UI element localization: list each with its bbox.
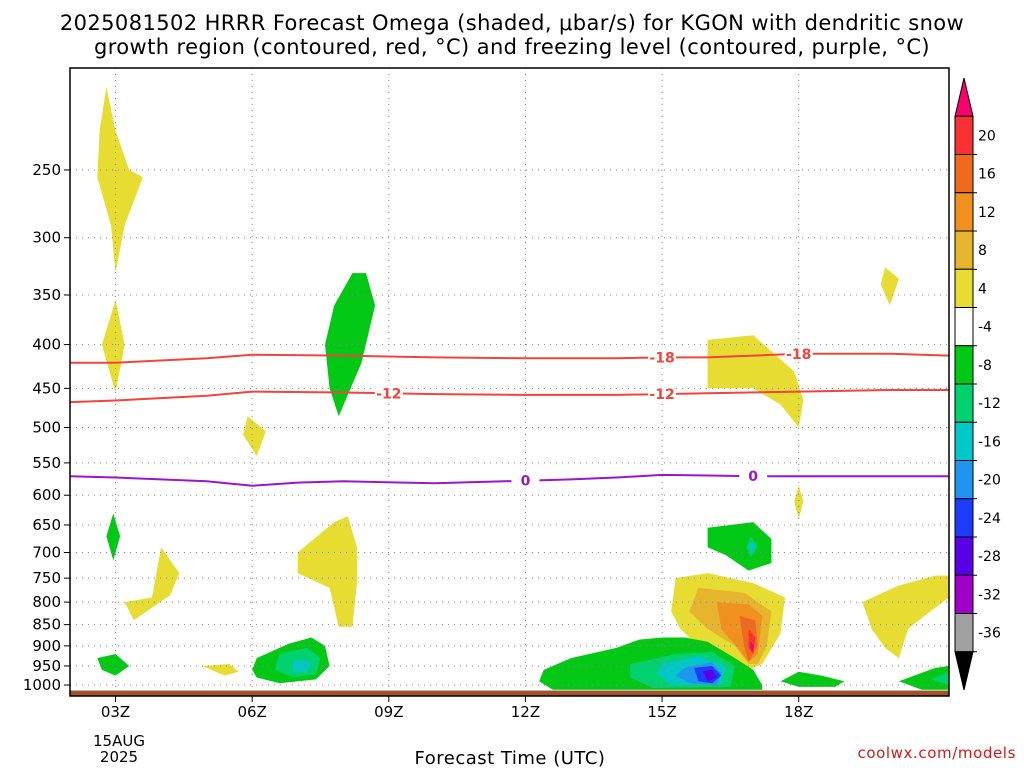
- x-tick-label-6: 06Z: [237, 703, 266, 721]
- x-axis-label: Forecast Time (UTC): [415, 748, 606, 768]
- colorbar-label-1: 16: [978, 167, 996, 183]
- colorbar-label-9: -20: [978, 473, 1001, 489]
- omega-region-21: [293, 660, 312, 672]
- colorbar-label-13: -36: [978, 626, 1001, 642]
- omega-region-7: [124, 547, 180, 621]
- contour-label-bg-1-1: [648, 386, 677, 403]
- y-tick-label-450: 450: [32, 379, 61, 397]
- colorbar-segment-13: [954, 574, 974, 614]
- omega-region-30: [703, 669, 717, 682]
- contour-label-1-1: -12: [649, 387, 674, 403]
- colorbar-label-2: 12: [978, 205, 996, 221]
- credit-text: coolwx.com/models: [858, 744, 1017, 762]
- date-label-year: 2025: [100, 748, 138, 766]
- contour-line-1: [69, 389, 949, 404]
- contour-label-2-1: 0: [748, 469, 758, 485]
- colorbar-segment-14: [954, 613, 974, 653]
- omega-region-15: [862, 575, 949, 659]
- contour-label-bg-0-0: [648, 349, 677, 366]
- colorbar-label-3: 8: [978, 243, 987, 259]
- omega-region-5: [794, 485, 804, 520]
- colorbar-segment-4: [954, 230, 974, 270]
- omega-region-8: [202, 664, 239, 676]
- colorbar-label-5: -4: [978, 320, 992, 336]
- colorbar-segment-3: [954, 192, 974, 232]
- omega-region-0: [97, 87, 143, 274]
- contour-label-bg-1-0: [374, 385, 403, 402]
- omega-region-6: [297, 516, 357, 627]
- colorbar-segment-2: [954, 154, 974, 194]
- omega-colorbar: 20 16 12 8 4 -4 -8 -12 -16 -20 -24 -28 -32 -36: [954, 77, 1001, 691]
- colorbar-segment-7: [954, 345, 974, 385]
- colorbar-label-6: -8: [978, 358, 992, 374]
- y-tick-label-950: 950: [32, 657, 61, 675]
- omega-region-22: [707, 522, 772, 571]
- y-tick-label-350: 350: [32, 286, 61, 304]
- x-tick-label-12: 12Z: [511, 703, 540, 721]
- colorbar-segment-15: [954, 651, 974, 691]
- colorbar-label-7: -12: [978, 396, 1001, 412]
- colorbar-segment-10: [954, 460, 974, 500]
- y-tick-label-700: 700: [32, 544, 61, 562]
- omega-region-17: [106, 513, 121, 561]
- omega-region-33: [930, 671, 949, 685]
- colorbar-segment-0: [954, 77, 974, 117]
- y-tick-label-300: 300: [32, 229, 61, 247]
- colorbar-segment-6: [954, 307, 974, 347]
- colorbar-segment-9: [954, 421, 974, 461]
- colorbar-segment-12: [954, 536, 974, 576]
- colorbar-label-11: -28: [978, 549, 1001, 565]
- contour-line-2: [69, 473, 949, 487]
- omega-region-24: [748, 541, 756, 553]
- y-tick-label-750: 750: [32, 569, 61, 587]
- omega-region-18: [97, 654, 130, 676]
- x-tick-label-15: 15Z: [647, 703, 676, 721]
- omega-region-14: [750, 641, 755, 652]
- plot-frame: [69, 67, 950, 697]
- y-tick-label-1000: 1000: [23, 676, 61, 694]
- omega-region-1: [101, 300, 125, 393]
- colorbar-label-10: -24: [978, 511, 1001, 527]
- colorbar-segment-11: [954, 498, 974, 538]
- y-tick-label-800: 800: [32, 593, 61, 611]
- x-tick-label-18: 18Z: [784, 703, 813, 721]
- x-tick-label-9: 09Z: [374, 703, 403, 721]
- contour-label-bg-0-1: [784, 345, 813, 362]
- omega-region-16: [325, 273, 376, 417]
- colorbar-label-12: -32: [978, 587, 1001, 603]
- omega-region-2: [243, 416, 266, 457]
- colorbar-segment-8: [954, 383, 974, 423]
- y-tick-label-550: 550: [32, 454, 61, 472]
- omega-region-4: [707, 335, 804, 428]
- y-tick-label-650: 650: [32, 516, 61, 534]
- contour-label-0-1: -18: [786, 347, 811, 363]
- omega-region-32: [898, 666, 949, 690]
- chart-title-line-2: growth region (contoured, red, °C) and f…: [94, 35, 930, 59]
- y-tick-label-250: 250: [32, 161, 61, 179]
- contour-label-bg-2-1: [739, 468, 768, 485]
- contour-label-1-0: -12: [376, 386, 401, 402]
- y-tick-label-500: 500: [32, 418, 61, 436]
- y-tick-label-900: 900: [32, 637, 61, 655]
- y-tick-label-850: 850: [32, 616, 61, 634]
- ground-fill: [70, 690, 949, 696]
- contour-label-0-0: -18: [649, 350, 674, 366]
- colorbar-segment-5: [954, 268, 974, 308]
- date-label-day: 15AUG: [93, 732, 145, 750]
- plot-area: -18 -18 -12 -12 0 0 250 300 350 400 450 500 550 600 65…: [23, 67, 950, 721]
- omega-region-31: [780, 671, 845, 687]
- contour-line-0: [70, 352, 950, 364]
- y-tick-label-400: 400: [32, 336, 61, 354]
- contour-label-bg-2-0: [511, 472, 540, 489]
- colorbar-segment-1: [954, 115, 974, 155]
- x-tick-label-3: 03Z: [101, 703, 130, 721]
- y-tick-label-600: 600: [32, 486, 61, 504]
- chart-title-line-1: 2025081502 HRRR Forecast Omega (shaded, …: [60, 11, 964, 35]
- colorbar-label-0: 20: [978, 128, 996, 144]
- contour-label-2-0: 0: [521, 474, 531, 490]
- colorbar-label-8: -16: [978, 434, 1001, 450]
- omega-region-3: [880, 267, 899, 306]
- colorbar-label-4: 4: [978, 281, 987, 297]
